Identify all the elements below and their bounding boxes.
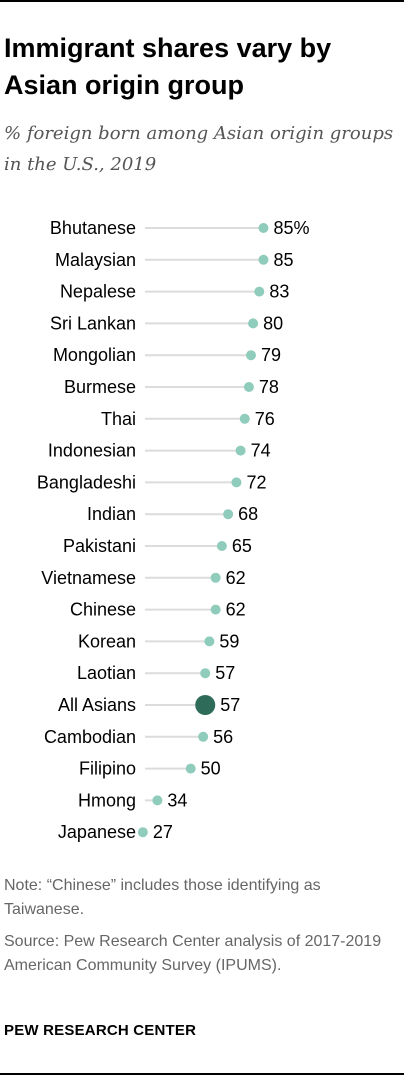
dot-cambodian	[198, 731, 209, 742]
category-label-burmese: Burmese	[64, 377, 136, 397]
dot-laotian	[200, 668, 211, 679]
dot-burmese	[243, 382, 254, 392]
dot-vietnamese	[210, 572, 221, 583]
category-label-filipino: Filipino	[79, 759, 136, 779]
dot-all-asians	[195, 695, 216, 715]
dot-pakistani	[216, 541, 227, 551]
category-label-laotian: Laotian	[77, 663, 136, 683]
chart-title: Immigrant shares vary by Asian origin gr…	[4, 33, 332, 100]
category-label-indian: Indian	[87, 504, 136, 524]
category-label-bhutanese: Bhutanese	[50, 218, 136, 238]
value-label-sri-lankan: 80	[263, 313, 283, 333]
dot-bangladeshi	[231, 477, 242, 488]
value-label-laotian: 57	[215, 663, 235, 683]
category-label-bangladeshi: Bangladeshi	[37, 472, 136, 492]
dot-thai	[239, 413, 250, 424]
value-label-mongolian: 79	[261, 345, 281, 365]
dot-bhutanese	[258, 223, 269, 233]
dot-indian	[223, 509, 234, 520]
bottom-rule	[0, 1073, 404, 1075]
category-label-indonesian: Indonesian	[48, 441, 136, 461]
value-label-malaysian: 85	[273, 250, 293, 270]
category-label-all-asians: All Asians	[58, 695, 136, 715]
pew-logo-text: PEW RESEARCH CENTER	[4, 1022, 197, 1039]
dot-hmong	[152, 795, 163, 806]
dot-korean	[204, 636, 215, 647]
value-label-japanese: 27	[153, 822, 173, 842]
category-label-malaysian: Malaysian	[55, 250, 136, 270]
value-label-bhutanese: 85%	[273, 218, 309, 238]
value-label-cambodian: 56	[213, 727, 233, 747]
dot-chinese	[210, 604, 221, 615]
category-label-thai: Thai	[101, 409, 136, 429]
chart-note: Note: “Chinese” includes those identifyi…	[4, 877, 321, 918]
dot-japanese	[137, 827, 148, 838]
chart-source: Source: Pew Research Center analysis of …	[4, 933, 382, 974]
value-label-filipino: 50	[201, 759, 221, 779]
value-label-hmong: 34	[167, 790, 187, 810]
chart-subtitle: % foreign born among Asian origin groups…	[4, 123, 394, 175]
value-label-bangladeshi: 72	[246, 472, 266, 492]
category-label-mongolian: Mongolian	[53, 345, 136, 365]
category-label-korean: Korean	[78, 631, 136, 651]
category-label-chinese: Chinese	[70, 600, 136, 620]
value-label-korean: 59	[219, 631, 239, 651]
dot-filipino	[185, 763, 196, 774]
dot-malaysian	[258, 254, 269, 265]
value-label-indonesian: 74	[251, 441, 271, 461]
category-label-sri-lankan: Sri Lankan	[50, 313, 136, 333]
dot-chart: Bhutanese 85% Malaysian 85 Nepalese 83 Sri Lan…	[37, 218, 310, 842]
value-label-vietnamese: 62	[226, 568, 246, 588]
category-label-pakistani: Pakistani	[63, 536, 136, 556]
value-label-burmese: 78	[259, 377, 279, 397]
category-label-vietnamese: Vietnamese	[41, 568, 136, 588]
dot-sri-lankan	[248, 318, 259, 329]
value-label-indian: 68	[238, 504, 258, 524]
category-label-japanese: Japanese	[58, 822, 136, 842]
value-label-all-asians: 57	[220, 695, 240, 715]
dot-mongolian	[246, 350, 256, 361]
category-label-hmong: Hmong	[78, 790, 136, 810]
category-label-nepalese: Nepalese	[60, 282, 136, 302]
dot-nepalese	[254, 286, 265, 297]
value-label-thai: 76	[255, 409, 275, 429]
dot-indonesian	[235, 445, 246, 456]
value-label-nepalese: 83	[269, 282, 289, 302]
value-label-pakistani: 65	[232, 536, 252, 556]
value-label-chinese: 62	[226, 600, 246, 620]
top-rule	[0, 0, 404, 2]
category-label-cambodian: Cambodian	[44, 727, 136, 747]
